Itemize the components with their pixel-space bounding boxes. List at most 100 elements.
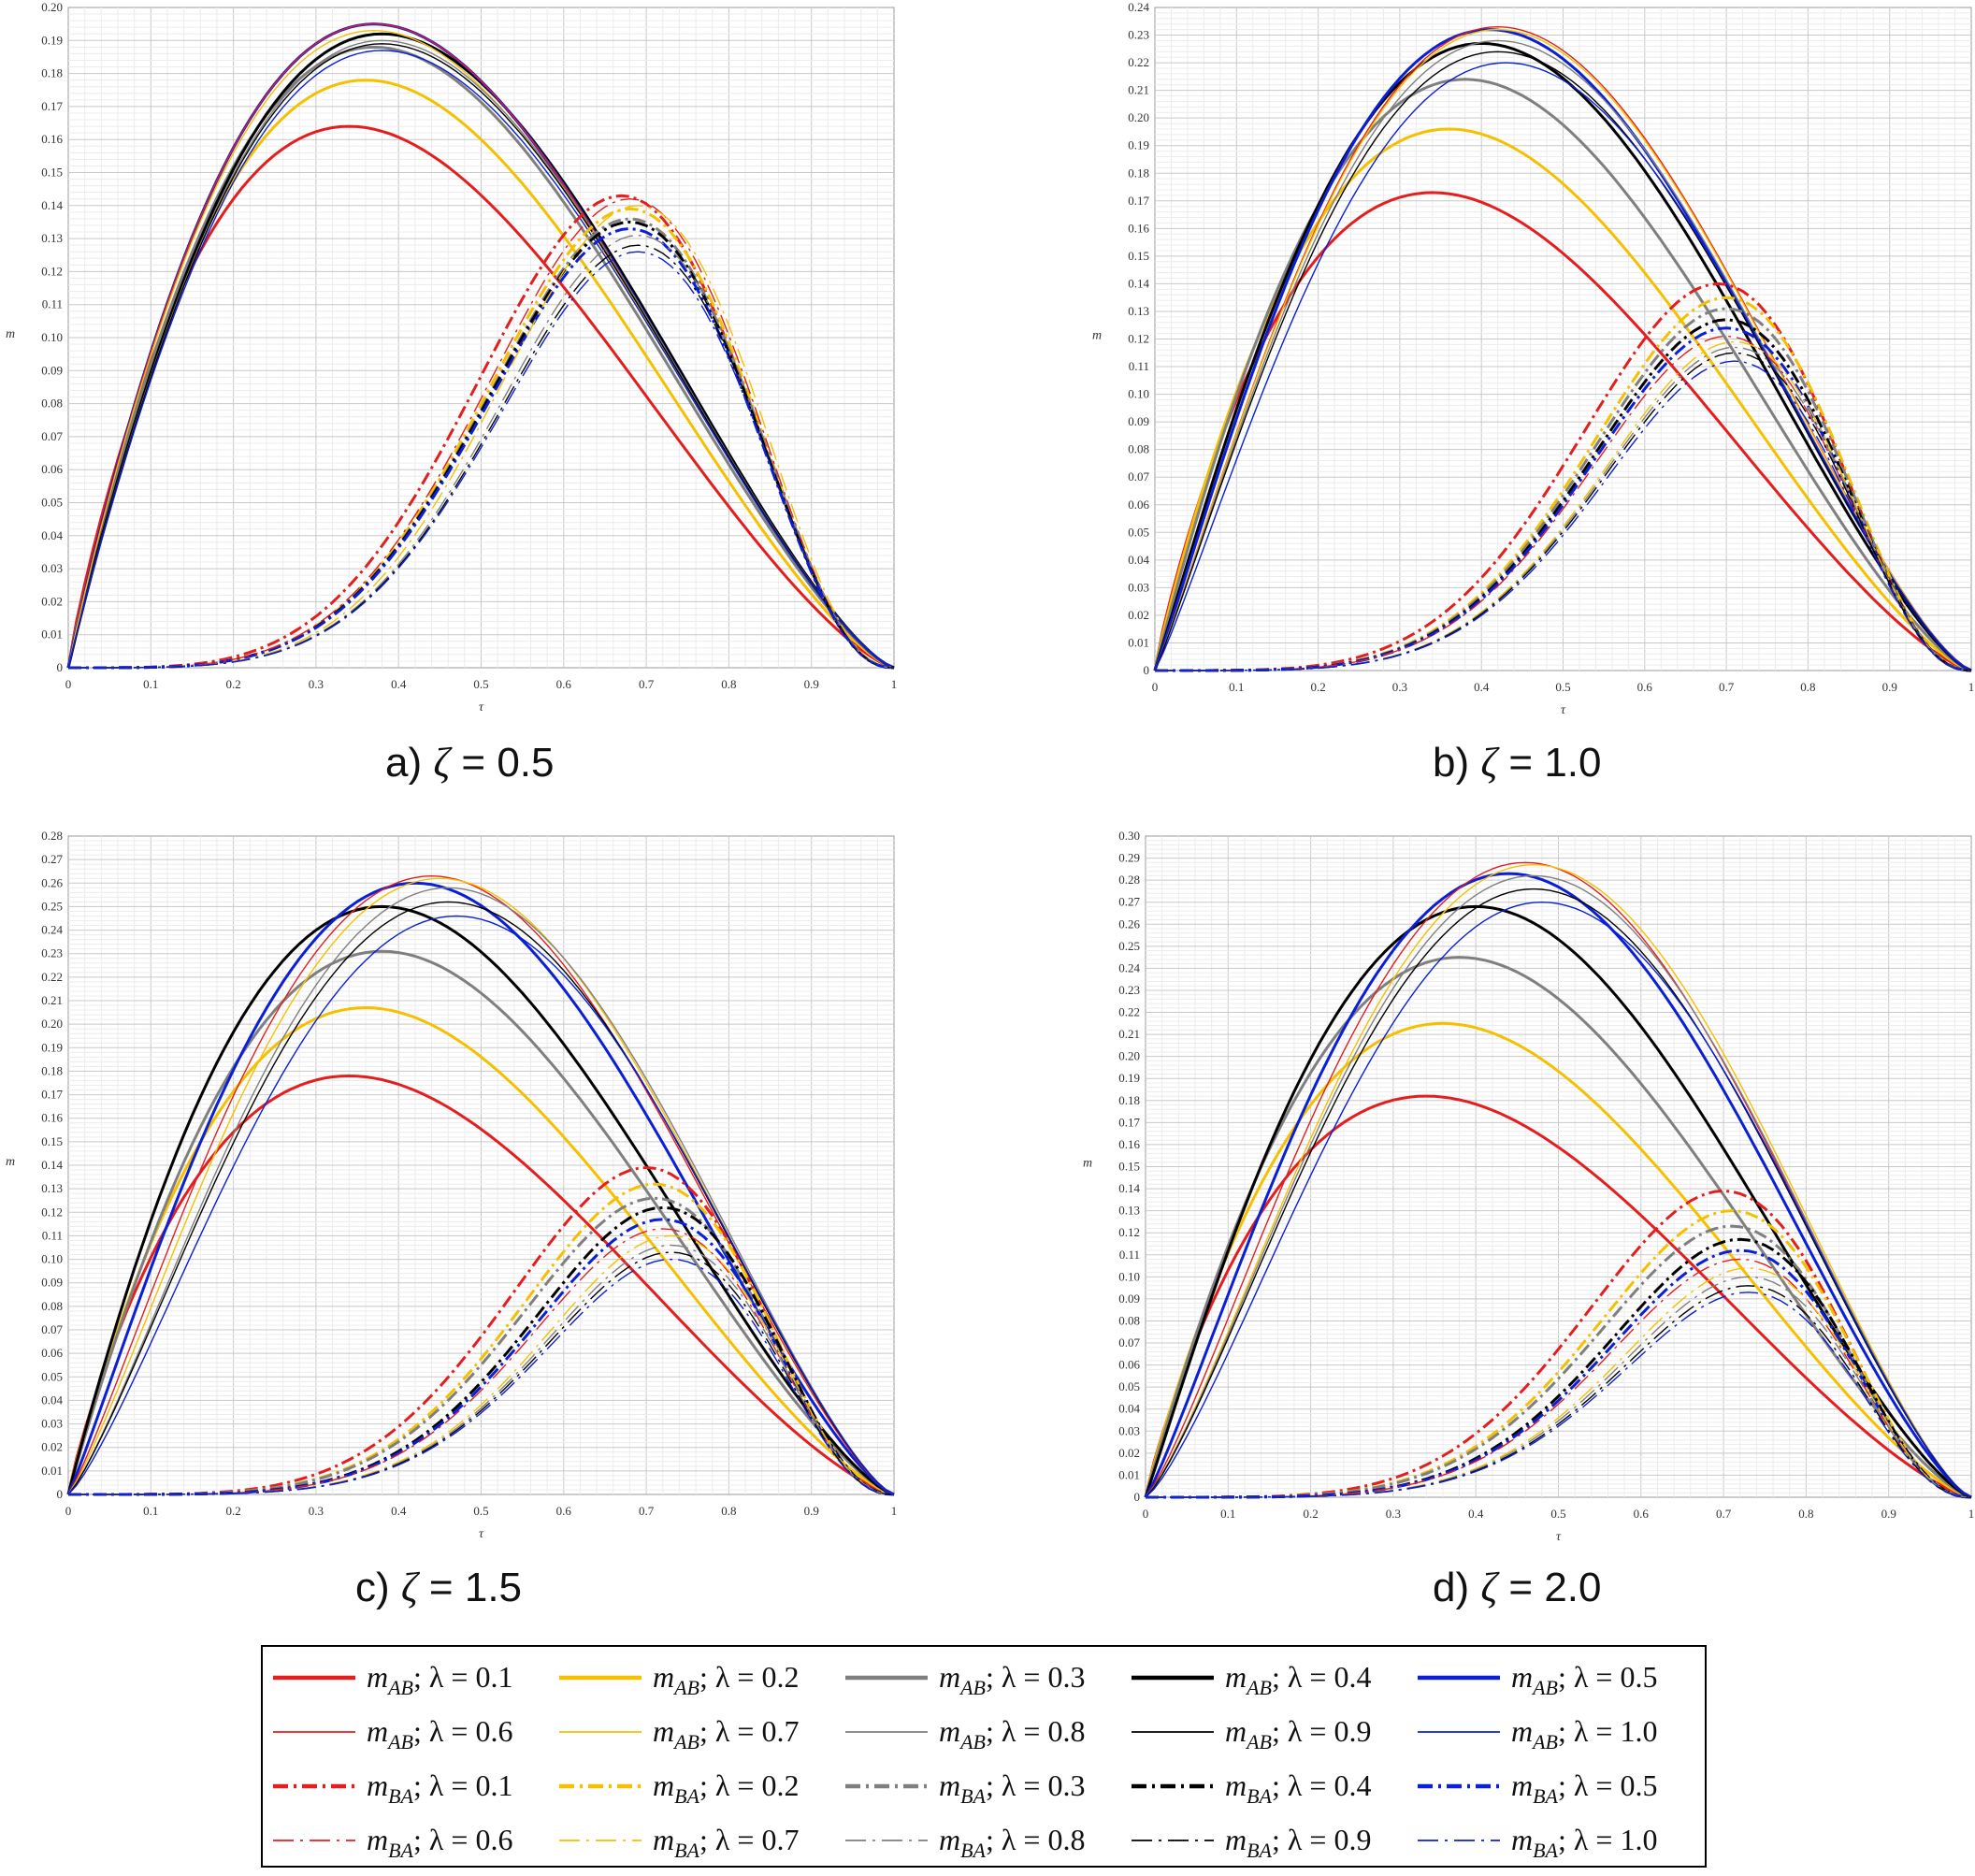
legend-label: mBA; λ = 0.7 <box>653 1823 799 1862</box>
y-tick-label: 0.18 <box>41 66 63 80</box>
legend-label: mBA; λ = 0.6 <box>367 1823 512 1862</box>
x-tick-label: 0.6 <box>556 677 572 691</box>
y-tick-label: 0.14 <box>41 198 63 212</box>
y-tick-label: 0.02 <box>1118 1446 1140 1460</box>
y-tick-label: 0.16 <box>1128 221 1149 235</box>
y-tick-label: 0.09 <box>1118 1292 1140 1306</box>
y-tick-label: 0.05 <box>1118 1379 1140 1393</box>
x-tick-label: 0 <box>1143 1507 1149 1521</box>
y-tick-label: 0.21 <box>1118 1027 1140 1041</box>
y-tick-label: 0.19 <box>41 33 63 47</box>
y-tick-label: 0.22 <box>1118 1005 1140 1019</box>
series-line <box>1144 956 1972 1499</box>
y-tick-label: 0.22 <box>1128 55 1149 69</box>
series-line <box>1145 902 1972 1498</box>
legend: mAB; λ = 0.1 mAB; λ = 0.2 mAB; λ = 0.3 mAB;… <box>261 1645 1707 1868</box>
x-tick-label: 1 <box>1968 680 1975 694</box>
x-axis-label: τ <box>479 700 484 714</box>
x-tick-label: 0.8 <box>721 1504 736 1518</box>
series-line <box>1154 62 1972 671</box>
legend-label: mAB; λ = 0.4 <box>1225 1660 1371 1699</box>
y-tick-label: 0.26 <box>41 875 63 889</box>
y-tick-label: 0.20 <box>41 1017 63 1031</box>
x-tick-label: 0.5 <box>1550 1507 1565 1521</box>
x-tick-label: 0.6 <box>556 1504 572 1518</box>
y-tick-label: 0.23 <box>41 946 63 960</box>
y-tick-label: 0.12 <box>1118 1225 1140 1239</box>
x-tick-label: 0.1 <box>143 677 158 691</box>
y-tick-label: 0.15 <box>41 1134 63 1148</box>
y-tick-label: 0.01 <box>1118 1467 1140 1481</box>
y-tick-label: 0.03 <box>41 1417 63 1431</box>
y-tick-label: 0.03 <box>1118 1423 1140 1437</box>
y-tick-label: 0.07 <box>41 1322 63 1336</box>
y-axis-label: m <box>1083 1157 1092 1171</box>
series-line <box>66 881 895 1496</box>
panel-caption: c) ζ = 1.5 <box>355 1565 522 1610</box>
x-tick-label: 0.2 <box>225 677 240 691</box>
legend-label: mBA; λ = 0.1 <box>367 1768 512 1808</box>
x-tick-label: 0.7 <box>639 1504 655 1518</box>
x-tick-label: 0.9 <box>1882 680 1897 694</box>
y-tick-label: 0.03 <box>1128 580 1149 594</box>
y-tick-label: 0.07 <box>1128 469 1149 483</box>
y-tick-label: 0.15 <box>41 166 63 180</box>
y-tick-label: 0.17 <box>1118 1115 1140 1129</box>
y-tick-label: 0.29 <box>1118 851 1140 865</box>
x-tick-label: 0.1 <box>1229 680 1244 694</box>
x-tick-label: 0.9 <box>804 1504 819 1518</box>
y-tick-label: 0.14 <box>41 1158 63 1172</box>
y-tick-label: 0.09 <box>41 363 63 377</box>
y-tick-label: 0.11 <box>1119 1248 1140 1262</box>
y-tick-label: 0.15 <box>1128 249 1149 263</box>
grid <box>1155 7 1971 671</box>
y-tick-label: 0.22 <box>41 970 63 984</box>
x-tick-label: 1 <box>891 677 898 691</box>
y-axis-label: m <box>6 1155 15 1169</box>
series-line <box>66 949 895 1496</box>
legend-label: mBA; λ = 0.5 <box>1511 1768 1657 1808</box>
x-tick-label: 0.5 <box>1555 680 1570 694</box>
series-line <box>66 124 895 670</box>
y-tick-label: 0.02 <box>41 1440 63 1454</box>
panel-caption: a) ζ = 0.5 <box>385 740 554 786</box>
chart-panel-c: 0 0.1 0.2 0.3 0.4 0.5 0.6 0.7 0.8 0.9 1 0 0.01 0.02 0.… <box>6 829 897 1610</box>
y-tick-label: 0.13 <box>41 1181 63 1195</box>
legend-label: mBA; λ = 0.3 <box>939 1768 1085 1808</box>
legend-label: mAB; λ = 0.5 <box>1511 1660 1657 1699</box>
x-tick-label: 0.3 <box>309 677 324 691</box>
y-tick-label: 0.02 <box>1128 608 1149 622</box>
y-tick-label: 0.09 <box>1128 414 1149 428</box>
series-line <box>66 45 895 670</box>
x-tick-label: 0.3 <box>309 1504 324 1518</box>
x-tick-label: 0.8 <box>1800 680 1815 694</box>
y-tick-label: 0.11 <box>42 1228 63 1242</box>
y-tick-label: 0.06 <box>1128 498 1149 512</box>
x-tick-label: 0.1 <box>1220 1507 1235 1521</box>
y-tick-label: 0 <box>57 1487 64 1501</box>
series-line <box>1154 28 1972 671</box>
y-tick-label: 0.10 <box>41 1252 63 1266</box>
y-tick-label: 0.12 <box>1128 332 1149 346</box>
y-tick-label: 0.03 <box>41 561 63 575</box>
chart-panel-b: 0 0.1 0.2 0.3 0.4 0.5 0.6 0.7 0.8 0.9 1 0 0.01 0.02 0.… <box>1092 0 1974 786</box>
y-tick-label: 0.08 <box>41 1299 63 1313</box>
y-tick-label: 0.25 <box>41 899 63 913</box>
x-tick-label: 0.2 <box>225 1504 240 1518</box>
legend-label: mAB; λ = 1.0 <box>1511 1714 1657 1753</box>
y-tick-label: 0.26 <box>1118 916 1140 931</box>
series-line <box>1145 874 1972 1498</box>
legend-label: mAB; λ = 0.7 <box>653 1714 799 1753</box>
series-line <box>1146 1292 1972 1498</box>
series-line <box>67 50 895 669</box>
y-tick-label: 0.05 <box>41 496 63 510</box>
x-axis-label: τ <box>1561 703 1566 717</box>
x-tick-label: 0.5 <box>473 677 488 691</box>
y-tick-label: 0.11 <box>1129 359 1149 373</box>
series-line <box>68 251 895 669</box>
x-tick-label: 0.8 <box>721 677 736 691</box>
y-tick-label: 0.18 <box>1128 166 1149 180</box>
series-line <box>1153 41 1972 672</box>
series-line <box>66 904 895 1496</box>
x-tick-label: 0.2 <box>1303 1507 1318 1521</box>
